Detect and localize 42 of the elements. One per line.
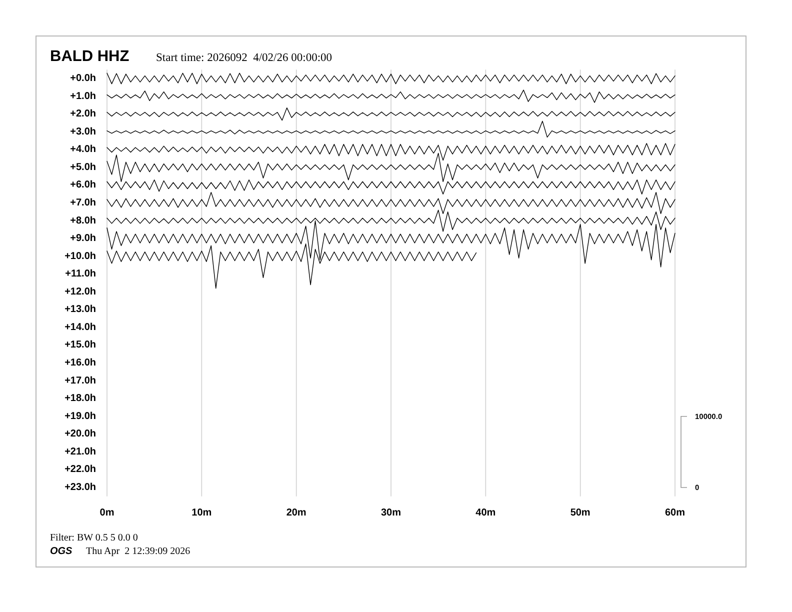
y-tick-label: +10.0h [64, 250, 96, 262]
y-tick-label: +22.0h [64, 464, 96, 476]
x-tick-label: 50m [570, 508, 590, 518]
x-tick-label: 0m [100, 508, 114, 518]
text: OGS [50, 546, 73, 557]
x-tick-label: 40m [476, 508, 496, 518]
y-tick-label: +9.0h [70, 233, 96, 244]
y-tick-label: +3.0h [70, 126, 96, 138]
x-tick-label: 60m [664, 508, 686, 518]
y-tick-label: +8.0h [70, 215, 96, 226]
y-tick-label: +19.0h [64, 410, 96, 422]
y-tick-label: +11.0h [65, 268, 96, 280]
y-tick-label: +13.0h [64, 304, 96, 316]
y-tick-label: +14.0h [64, 322, 96, 333]
y-tick-label: +16.0h [64, 358, 96, 369]
y-tick-label: +2.0h [70, 108, 96, 120]
line-series [106, 107, 676, 121]
x-tick-label: 30m [380, 508, 402, 518]
y-tick-label: +6.0h [70, 180, 96, 191]
chart-title: BALD HHZ [50, 48, 130, 65]
line-series [106, 72, 676, 84]
x-tick-label: 10m [192, 508, 212, 518]
y-tick-label: +5.0h [70, 162, 96, 173]
y-tick-label: +7.0h [70, 197, 96, 208]
y-tick-label: +0.0h [70, 72, 96, 84]
line-series [106, 90, 676, 103]
line-series [106, 192, 676, 214]
y-tick-label: +1.0h [70, 90, 96, 102]
line-series [106, 120, 676, 138]
text: Filter: BW 0.5 5 0.0 0 [50, 532, 138, 544]
y-tick-label: +20.0h [64, 428, 96, 440]
line-series [106, 180, 676, 194]
y-tick-label: +15.0h [64, 340, 96, 351]
y-tick-label: +4.0h [70, 144, 96, 156]
chart-subtitle: Start time: 2026092 4/02/26 00:00:00 [156, 52, 332, 64]
y-tick-label: +17.0h [64, 375, 96, 386]
y-tick-label: +12.0h [64, 286, 96, 298]
y-tick-label: +18.0h [64, 393, 96, 404]
x-tick-label: 20m [286, 508, 306, 518]
text: Thu Apr 2 12:39:09 2026 [86, 546, 190, 557]
y-tick-label: +21.0h [64, 446, 96, 458]
y-tick-label: +23.0h [64, 482, 96, 494]
